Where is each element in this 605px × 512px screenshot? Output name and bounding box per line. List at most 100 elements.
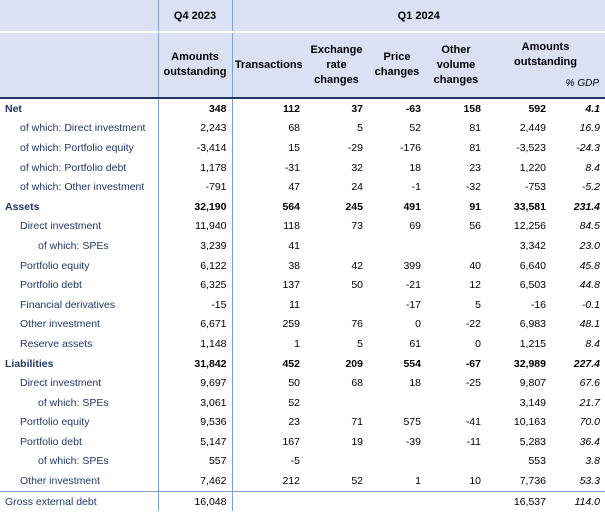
row-label: of which: Other investment [20,181,145,194]
cell-transactions: 41 [231,236,305,256]
table-row: Gross external debt 16,048 16,537 114.0 [0,490,605,512]
cell-amount-q4: 348 [157,97,232,119]
cell-pct-gdp: 3.8 [585,455,601,468]
cell-price: 18 [409,161,421,174]
row-label: Reserve assets [20,337,93,350]
cell-amount-q4: -3,414 [157,138,232,158]
cell-exchange-rate: 5 [357,337,363,350]
table-row: Portfolio equity 6,122 38 42 399 40 6,640 45.8 [0,255,605,276]
cell-pct-gdp: 16.9 [579,122,601,135]
cell-exchange-rate [305,295,368,315]
cell-transactions: -5 [231,451,305,472]
cell-pct-gdp: 231.4 [573,200,601,213]
cell-pct-gdp: 48.1 [579,318,601,331]
col-exchange-rate-changes: Exchange rate changes [305,32,368,98]
table-row: Liabilities 31,842 452 209 554 -67 32,989 227.4 [0,353,605,374]
col-amounts-outstanding-q4: Amounts outstanding [157,32,232,98]
cell-transactions [231,490,305,512]
cell-transactions: 564 [231,196,305,217]
cell-exchange-rate: 52 [351,475,363,488]
cell-amount-q4: 6,122 [157,255,232,276]
cell-amount-q1: 1,215 [519,337,546,350]
table-row: Other investment 6,671 259 76 0 -22 6,983 48.1 [0,314,605,335]
cell-other-volume: 0 [475,337,481,350]
period-q4-header: Q4 2023 [157,0,232,33]
cell-other-volume: -32 [465,181,481,194]
cell-other-volume: 5 [475,298,481,311]
row-label: Net [0,97,158,119]
cell-pct-gdp: 227.4 [573,357,601,370]
cell-amount-q1: 6,983 [519,318,546,331]
table-row: of which: SPEs 3,239 41 3,342 23.0 [0,236,605,256]
cell-amount-q4: 5,147 [157,432,232,452]
cell-pct-gdp: 4.1 [551,97,605,119]
cell-price [368,452,426,472]
table-row: of which: SPEs 557 -5 553 3.8 [0,451,605,472]
cell-exchange-rate: 71 [351,416,363,429]
cell-exchange-rate [305,452,368,472]
cell-exchange-rate: 50 [351,279,363,292]
cell-price: -39 [405,435,421,448]
cell-amount-q4: 32,190 [157,196,232,217]
cell-amount-q1: 16,537 [486,490,551,512]
row-label: Other investment [20,475,100,488]
row-label: of which: Portfolio debt [20,161,127,174]
cell-price: -176 [399,141,421,154]
cell-amount-q4: 2,243 [157,118,232,139]
row-label: Assets [5,200,40,213]
cell-exchange-rate: 5 [357,122,363,135]
cell-price: 554 [403,357,421,370]
row-label: Gross external debt [0,490,158,512]
cell-transactions: 11 [231,294,305,315]
table-row: Assets 32,190 564 245 491 91 33,581 231.4 [0,196,605,217]
cell-other-volume: -22 [465,318,481,331]
cell-exchange-rate: 32 [351,161,363,174]
cell-price: -1 [411,181,421,194]
cell-amount-q1: 3,149 [519,396,546,409]
cell-transactions: 259 [231,314,305,335]
row-label: Liabilities [5,357,54,370]
cell-amount-q1: 6,503 [519,279,546,292]
cell-other-volume: -41 [465,416,481,429]
cell-exchange-rate [305,490,368,512]
cell-amount-q4: 11,940 [157,216,232,237]
table-row: Portfolio equity 9,536 23 71 575 -41 10,163 70.… [0,412,605,433]
cell-price [368,490,426,512]
cell-exchange-rate: 37 [305,97,368,119]
cell-amount-q1: 3,342 [519,239,546,252]
cell-transactions: -31 [231,157,305,178]
table-row: Direct investment 11,940 118 73 69 56 12,256 84… [0,216,605,237]
cell-transactions: 68 [231,118,305,139]
cell-price: 52 [409,122,421,135]
cell-pct-gdp: 8.4 [585,337,601,350]
cell-amount-q1: -3,523 [516,141,546,154]
cell-exchange-rate: -29 [347,141,363,154]
cell-transactions: 452 [231,353,305,374]
cell-amount-q1: 7,736 [519,475,546,488]
cell-exchange-rate: 209 [345,357,363,370]
cell-amount-q4: 6,671 [157,314,232,335]
cell-transactions: 118 [231,216,305,237]
cell-pct-gdp: 8.4 [585,161,601,174]
period-q1-header: Q1 2024 [231,0,605,33]
cell-pct-gdp: 36.4 [579,435,601,448]
header-label-cell [0,32,158,98]
row-label: of which: Direct investment [20,122,146,135]
cell-amount-q4: 3,061 [157,392,232,413]
cell-price: -17 [405,298,421,311]
cell-amount-q4: -791 [157,177,232,197]
cell-transactions: 38 [231,255,305,276]
cell-exchange-rate: 42 [351,259,363,272]
table-row: Direct investment 9,697 50 68 18 -25 9,807 67.6 [0,373,605,393]
cell-transactions: 167 [231,432,305,452]
table-row: of which: SPEs 3,061 52 3,149 21.7 [0,392,605,413]
cell-transactions: 23 [231,412,305,433]
row-label: Direct investment [20,220,102,233]
row-label: of which: SPEs [38,396,109,409]
cell-amount-q1: 6,640 [519,259,546,272]
col-amounts-outstanding-q1-label: Amounts outstanding [514,40,577,68]
cell-other-volume [426,452,486,472]
cell-other-volume: -25 [465,377,481,390]
row-label: of which: Portfolio equity [20,141,134,154]
cell-other-volume: 81 [469,141,481,154]
